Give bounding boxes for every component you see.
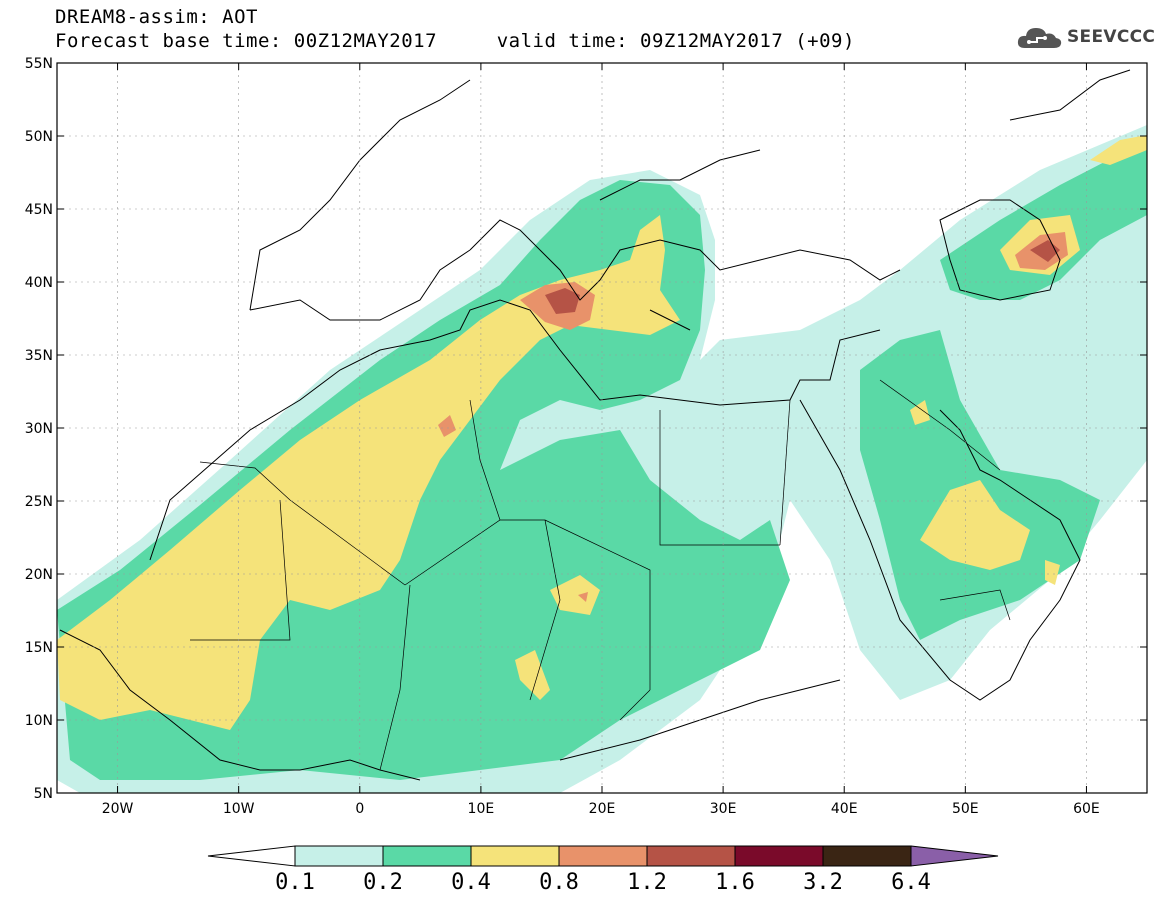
lat-label: 30N	[25, 421, 53, 437]
lon-label: 40E	[831, 801, 858, 817]
colorbar-label-1.6: 1.6	[715, 870, 755, 895]
lat-label: 5N	[34, 786, 53, 802]
lon-label: 30E	[710, 801, 737, 817]
seevccc-logo: SEEVCCC	[1015, 22, 1155, 52]
colorbar-swatch-1.6	[734, 845, 824, 867]
map-title: DREAM8-assim: AOT	[55, 6, 258, 28]
colorbar-swatch-0.1	[294, 845, 384, 867]
lat-label: 40N	[25, 275, 53, 291]
lon-label: 20W	[102, 801, 134, 817]
lat-label: 25N	[25, 494, 53, 510]
colorbar-swatch-0.4	[470, 845, 560, 867]
lat-labels: 55N 50N 45N 40N 35N 30N 25N 20N 15N 10N 5N	[25, 56, 53, 802]
aot-band-0.4	[57, 135, 1147, 730]
colorbar-label-0.1: 0.1	[275, 870, 315, 895]
borders	[190, 379, 1011, 771]
lat-label: 10N	[25, 713, 53, 729]
lon-label: 10W	[223, 801, 255, 817]
map-subtitle: Forecast base time: 00Z12MAY2017 valid t…	[55, 30, 855, 52]
lat-label: 20N	[25, 567, 53, 583]
colorbar-over-triangle	[910, 845, 999, 867]
lat-label: 35N	[25, 348, 53, 364]
colorbar-label-0.2: 0.2	[363, 870, 403, 895]
colorbar-label-0.8: 0.8	[539, 870, 579, 895]
lon-label: 0	[355, 801, 364, 817]
colorbar-under-triangle	[207, 845, 296, 867]
lat-label: 45N	[25, 202, 53, 218]
colorbar-label-3.2: 3.2	[803, 870, 843, 895]
logo-text: SEEVCCC	[1067, 27, 1156, 47]
lon-label: 60E	[1073, 801, 1100, 817]
colorbar	[207, 845, 999, 867]
lon-label: 20E	[589, 801, 616, 817]
cloud-icon	[1017, 28, 1062, 48]
lat-label: 15N	[25, 640, 53, 656]
colorbar-swatch-0.8	[558, 845, 648, 867]
coastlines	[59, 69, 1131, 781]
lon-label: 10E	[468, 801, 495, 817]
colorbar-label-0.4: 0.4	[451, 870, 491, 895]
axis-ticks	[57, 62, 1147, 794]
lat-label: 50N	[25, 129, 53, 145]
colorbar-swatch-0.2	[382, 845, 472, 867]
colorbar-swatch-3.2	[822, 845, 912, 867]
colorbar-label-1.2: 1.2	[627, 870, 667, 895]
lon-labels: 20W 10W 0 10E 20E 30E 40E 50E 60E	[102, 801, 1100, 817]
lon-label: 50E	[952, 801, 979, 817]
colorbar-label-6.4: 6.4	[891, 870, 931, 895]
grid	[57, 63, 1147, 793]
colorbar-swatch-1.2	[646, 845, 736, 867]
lat-label: 55N	[25, 56, 53, 72]
